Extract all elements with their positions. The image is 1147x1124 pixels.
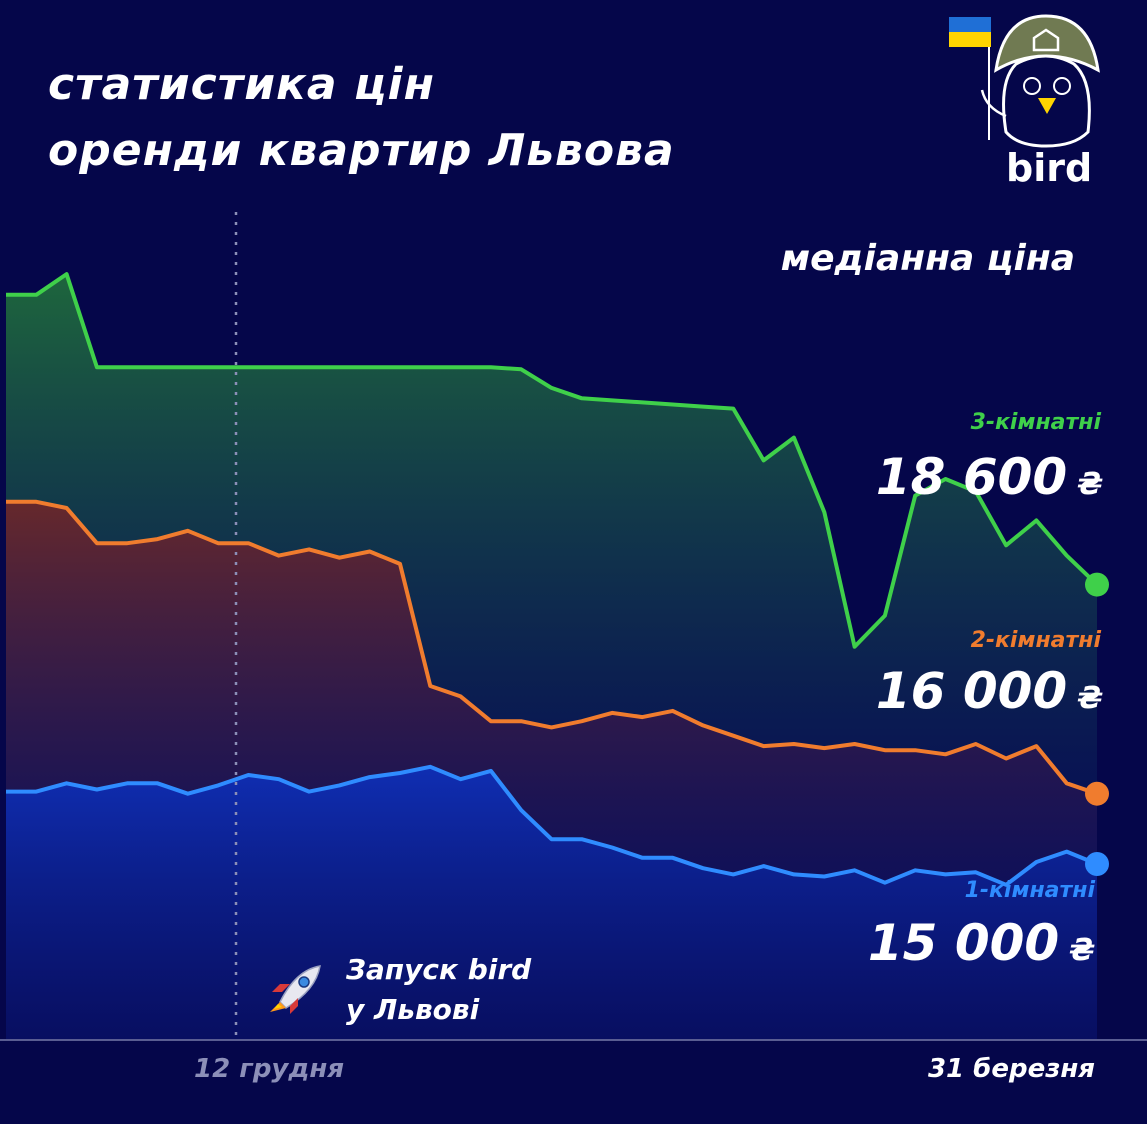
launch-line-1: Запуск bird (346, 953, 532, 986)
bird-logo-icon (949, 14, 1100, 148)
brand-name: bird (1006, 146, 1093, 190)
series-name-1-room: 1-кімнатні (964, 878, 1095, 903)
series-line-2-room (6, 499, 1098, 796)
value-label-1-room: 15 000 (867, 914, 1060, 972)
value-label-3-room: 18 600 (875, 448, 1068, 506)
series-area-3-room (6, 274, 1097, 794)
value-label-2-room: 16 000 (875, 662, 1068, 720)
rocket-icon (270, 965, 321, 1014)
currency-symbol: ₴ (1077, 467, 1103, 502)
series-name-2-room: 2-кімнатні (970, 628, 1101, 653)
currency-symbol: ₴ (1077, 681, 1103, 716)
series-endpoints (1085, 572, 1109, 876)
series-endpoint-1-room (1085, 852, 1109, 876)
x-tick-end: 31 березня (927, 1054, 1095, 1084)
currency-symbol: ₴ (1069, 933, 1095, 968)
series-area-1-room (6, 766, 1097, 1040)
series-name-3-room: 3-кімнатні (970, 410, 1101, 435)
chart-subtitle: медіанна ціна (780, 238, 1075, 279)
launch-line-2: у Львові (346, 993, 480, 1026)
series-endpoint-2-room (1085, 781, 1109, 806)
launch-annotation: Запуск bird у Львові (346, 950, 531, 1030)
series-lines (6, 272, 1099, 887)
title-line-1: статистика цін (48, 59, 435, 110)
series-value-1-room: 15 000 ₴ (868, 914, 1095, 972)
series-value-3-room: 18 600 ₴ (876, 448, 1103, 506)
series-endpoint-3-room (1085, 572, 1109, 597)
series-value-2-room: 16 000 ₴ (876, 662, 1103, 720)
chart-title: статистика цін оренди квартир Львова (48, 52, 675, 184)
series-areas (6, 274, 1097, 1040)
x-tick-start: 12 грудня (194, 1054, 345, 1084)
series-line-3-room (6, 272, 1099, 649)
series-area-2-room (6, 501, 1097, 885)
title-line-2: оренди квартир Львова (48, 125, 675, 176)
series-line-1-room (6, 764, 1098, 887)
